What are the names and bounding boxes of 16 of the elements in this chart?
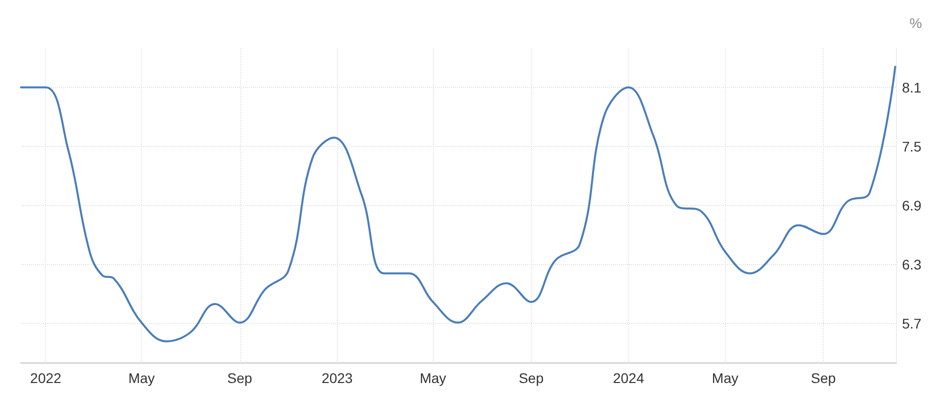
x-tick-label: Sep — [518, 370, 544, 386]
y-tick-label: 5.7 — [902, 316, 922, 332]
y-tick-label: 8.1 — [902, 79, 922, 96]
x-tick-label: Sep — [227, 370, 252, 386]
x-tick-label: 2023 — [322, 370, 353, 386]
x-tick-label: 2024 — [612, 370, 644, 386]
x-tick-label: May — [420, 370, 446, 386]
y-tick-label: 6.3 — [902, 256, 922, 273]
x-tick-label: 2022 — [30, 370, 62, 386]
x-tick-label: Sep — [810, 370, 836, 386]
x-tick-label: May — [712, 370, 738, 386]
y-axis-title: % — [910, 15, 922, 31]
y-tick-label: 6.9 — [902, 198, 922, 214]
x-tick-label: May — [128, 370, 155, 386]
y-tick-label: 7.5 — [902, 138, 922, 154]
line-series — [20, 66, 896, 342]
